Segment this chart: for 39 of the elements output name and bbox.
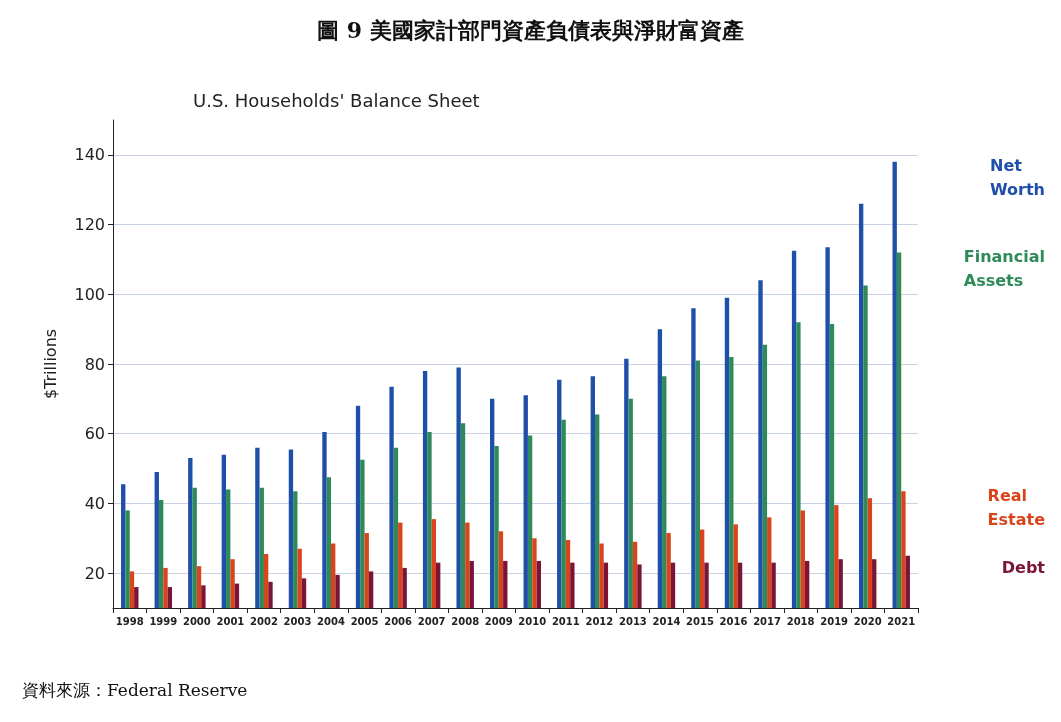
x-tick-label: 2002 bbox=[250, 615, 278, 627]
x-tick-label: 1998 bbox=[115, 615, 144, 627]
text: Financial Assets bbox=[963, 246, 1046, 290]
text: Real Estate bbox=[987, 485, 1046, 529]
x-tick-label: 2005 bbox=[350, 615, 379, 627]
x-tick-label: 2015 bbox=[686, 615, 714, 627]
x-tick-label: 2009 bbox=[484, 615, 513, 627]
x-tick-label: 2021 bbox=[887, 615, 916, 627]
y-tick-label: 60 bbox=[84, 424, 105, 444]
x-tick-label: 2017 bbox=[753, 615, 782, 627]
x-tick-label: 2004 bbox=[317, 615, 345, 627]
y-tick-label: 100 bbox=[74, 284, 105, 304]
x-tick-label: 2012 bbox=[585, 615, 614, 627]
chart-title: 圖 9 美國家計部門資產負債表與淨財富資產 bbox=[317, 17, 744, 43]
x-tick-label: 2006 bbox=[384, 615, 413, 627]
text: Debt bbox=[1001, 558, 1046, 578]
x-tick-label: 2019 bbox=[820, 615, 849, 627]
text: Net Worth bbox=[990, 156, 1045, 200]
x-tick-label: 2001 bbox=[216, 615, 245, 627]
x-tick-label: 2000 bbox=[182, 615, 211, 627]
y-axis-title: $Trillions bbox=[40, 328, 60, 400]
x-tick-label: 2013 bbox=[618, 615, 647, 627]
y-tick-label: 40 bbox=[84, 493, 105, 513]
x-tick-label: 2010 bbox=[518, 615, 547, 627]
x-tick-label: 2014 bbox=[652, 615, 681, 627]
y-tick-label: 140 bbox=[74, 145, 105, 165]
x-tick-label: 2020 bbox=[853, 615, 882, 627]
x-tick-label: 2018 bbox=[786, 615, 815, 627]
y-tick-label: 20 bbox=[84, 563, 105, 583]
x-tick-label: 2008 bbox=[451, 615, 480, 627]
x-tick-label: 2003 bbox=[283, 615, 312, 627]
y-tick-label: 120 bbox=[74, 215, 105, 235]
chart-subtitle: U.S. Households' Balance Sheet bbox=[193, 89, 480, 111]
x-tick-label: 1999 bbox=[149, 615, 178, 627]
x-tick-label: 2016 bbox=[719, 615, 748, 627]
source-note: 資料來源：Federal Reserve bbox=[22, 679, 248, 700]
x-tick-label: 2011 bbox=[551, 615, 580, 627]
x-tick-label: 2007 bbox=[417, 615, 446, 627]
y-tick-label: 80 bbox=[84, 354, 105, 374]
